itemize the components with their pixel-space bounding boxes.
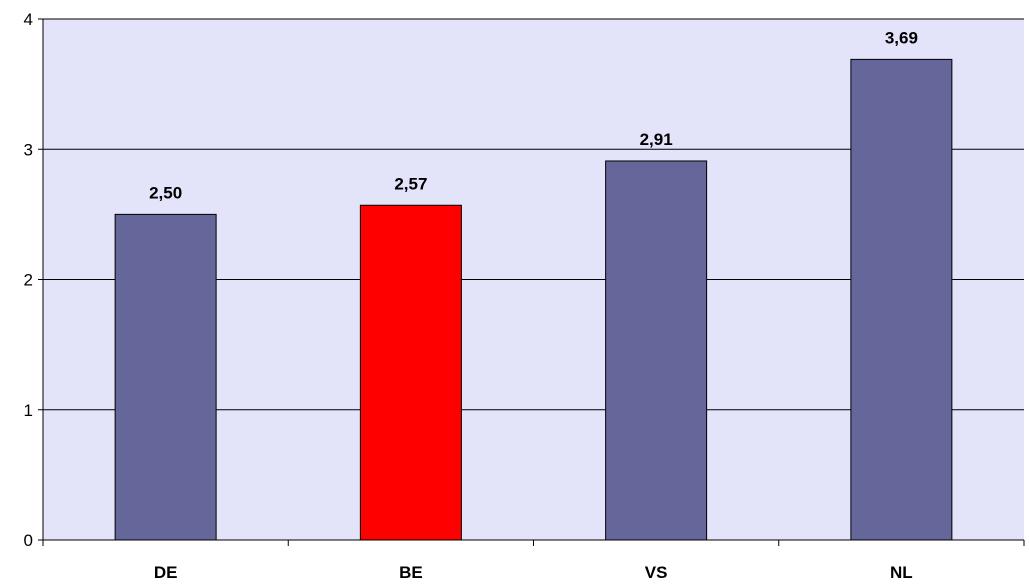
- data-label-de: 2,50: [149, 183, 182, 202]
- y-tick-label: 1: [24, 401, 33, 420]
- bar-nl: [850, 58, 953, 541]
- bar-de: [114, 213, 217, 541]
- y-tick-label: 4: [24, 10, 33, 29]
- y-tick-label: 3: [24, 140, 33, 159]
- axes: [38, 18, 1025, 546]
- x-tick-label-nl: NL: [890, 563, 913, 582]
- data-label-be: 2,57: [394, 174, 427, 193]
- data-label-vs: 2,91: [640, 130, 673, 149]
- y-tick-label: 2: [24, 271, 33, 290]
- x-tick-label-vs: VS: [645, 563, 668, 582]
- bar-be: [359, 204, 462, 541]
- x-tick-labels: DE BE VS NL: [154, 563, 913, 582]
- x-tick-label-be: BE: [399, 563, 423, 582]
- bar-vs: [605, 160, 708, 541]
- bars: [114, 58, 953, 541]
- data-label-nl: 3,69: [885, 28, 918, 47]
- x-tick-label-de: DE: [154, 563, 178, 582]
- y-tick-labels: 0 1 2 3 4: [24, 10, 33, 550]
- y-tick-label: 0: [24, 531, 33, 550]
- data-labels: 2,50 2,57 2,91 3,69: [149, 28, 918, 202]
